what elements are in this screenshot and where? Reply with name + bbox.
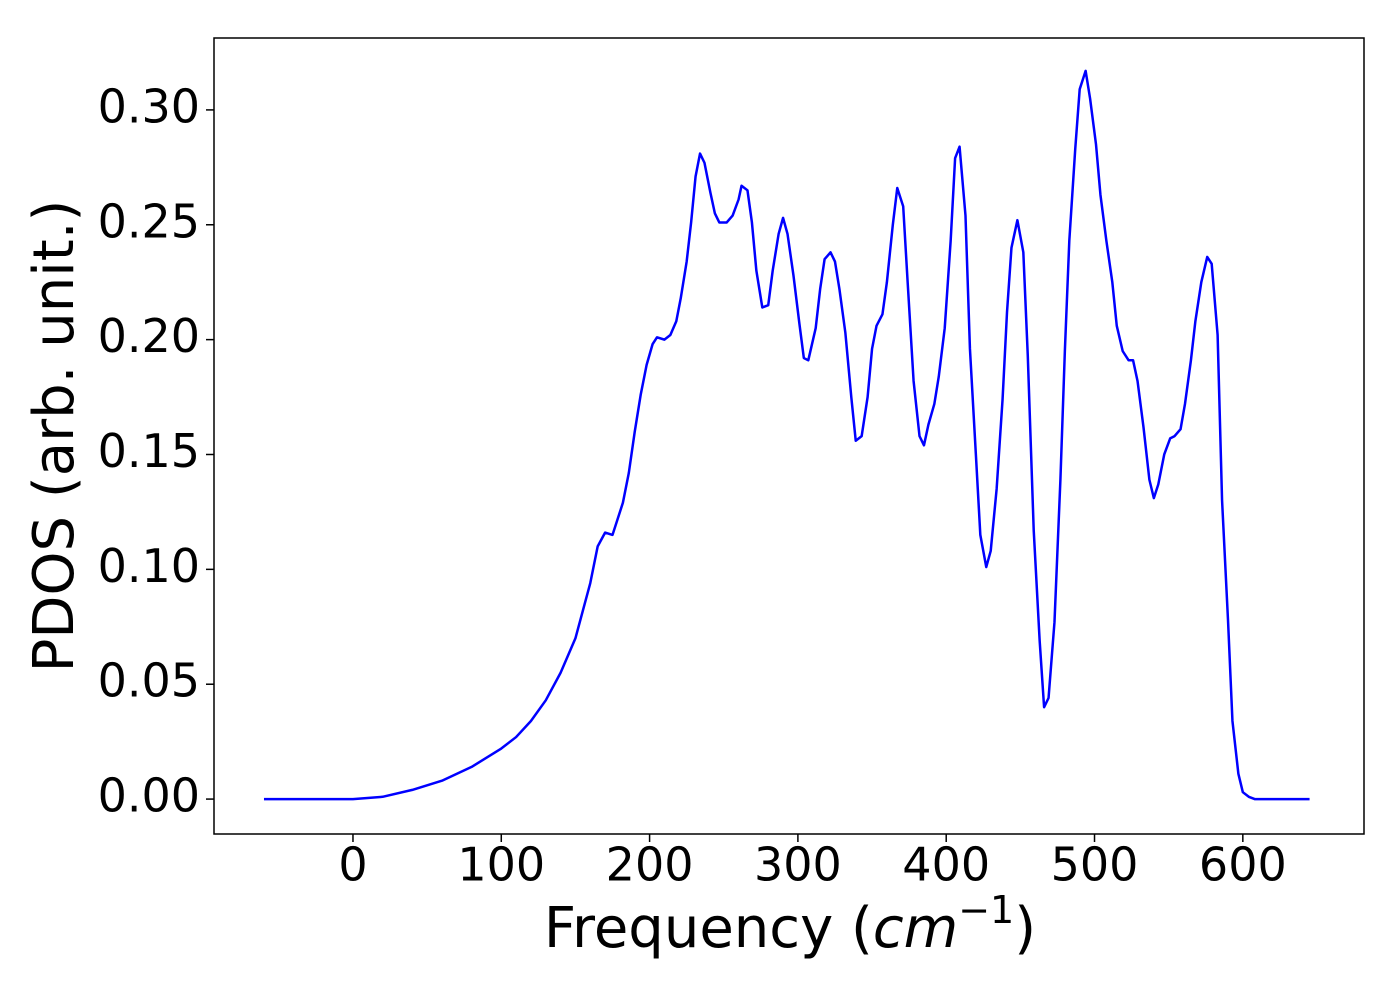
x-tick-label: 500: [1051, 838, 1139, 892]
y-tick-label: 0.10: [98, 539, 200, 593]
y-tick-label: 0.30: [98, 79, 200, 133]
x-tick-label: 200: [606, 838, 694, 892]
series-line: [263, 69, 1310, 801]
y-tick-label: 0.15: [98, 424, 200, 478]
plot-frame: [213, 37, 1365, 835]
y-tick-label: 0.25: [98, 194, 200, 248]
x-label-part: −1: [958, 888, 1014, 932]
x-axis-label: Frequency (cm−1): [544, 888, 1036, 962]
y-tick-label: 0.05: [98, 654, 200, 708]
x-tick-label: 600: [1199, 838, 1287, 892]
y-axis-label: PDOS (arb. unit.): [22, 200, 87, 673]
x-label-part: Frequency (: [544, 896, 873, 961]
x-label-part: ): [1014, 896, 1036, 961]
y-tick-label: 0.20: [98, 309, 200, 363]
x-tick-label: 100: [457, 838, 545, 892]
x-tick-label: 400: [902, 838, 990, 892]
x-tick-label: 300: [754, 838, 842, 892]
x-tick-label: 0: [338, 838, 367, 892]
x-label-part: cm: [873, 896, 958, 961]
y-tick-label: 0.00: [98, 769, 200, 823]
